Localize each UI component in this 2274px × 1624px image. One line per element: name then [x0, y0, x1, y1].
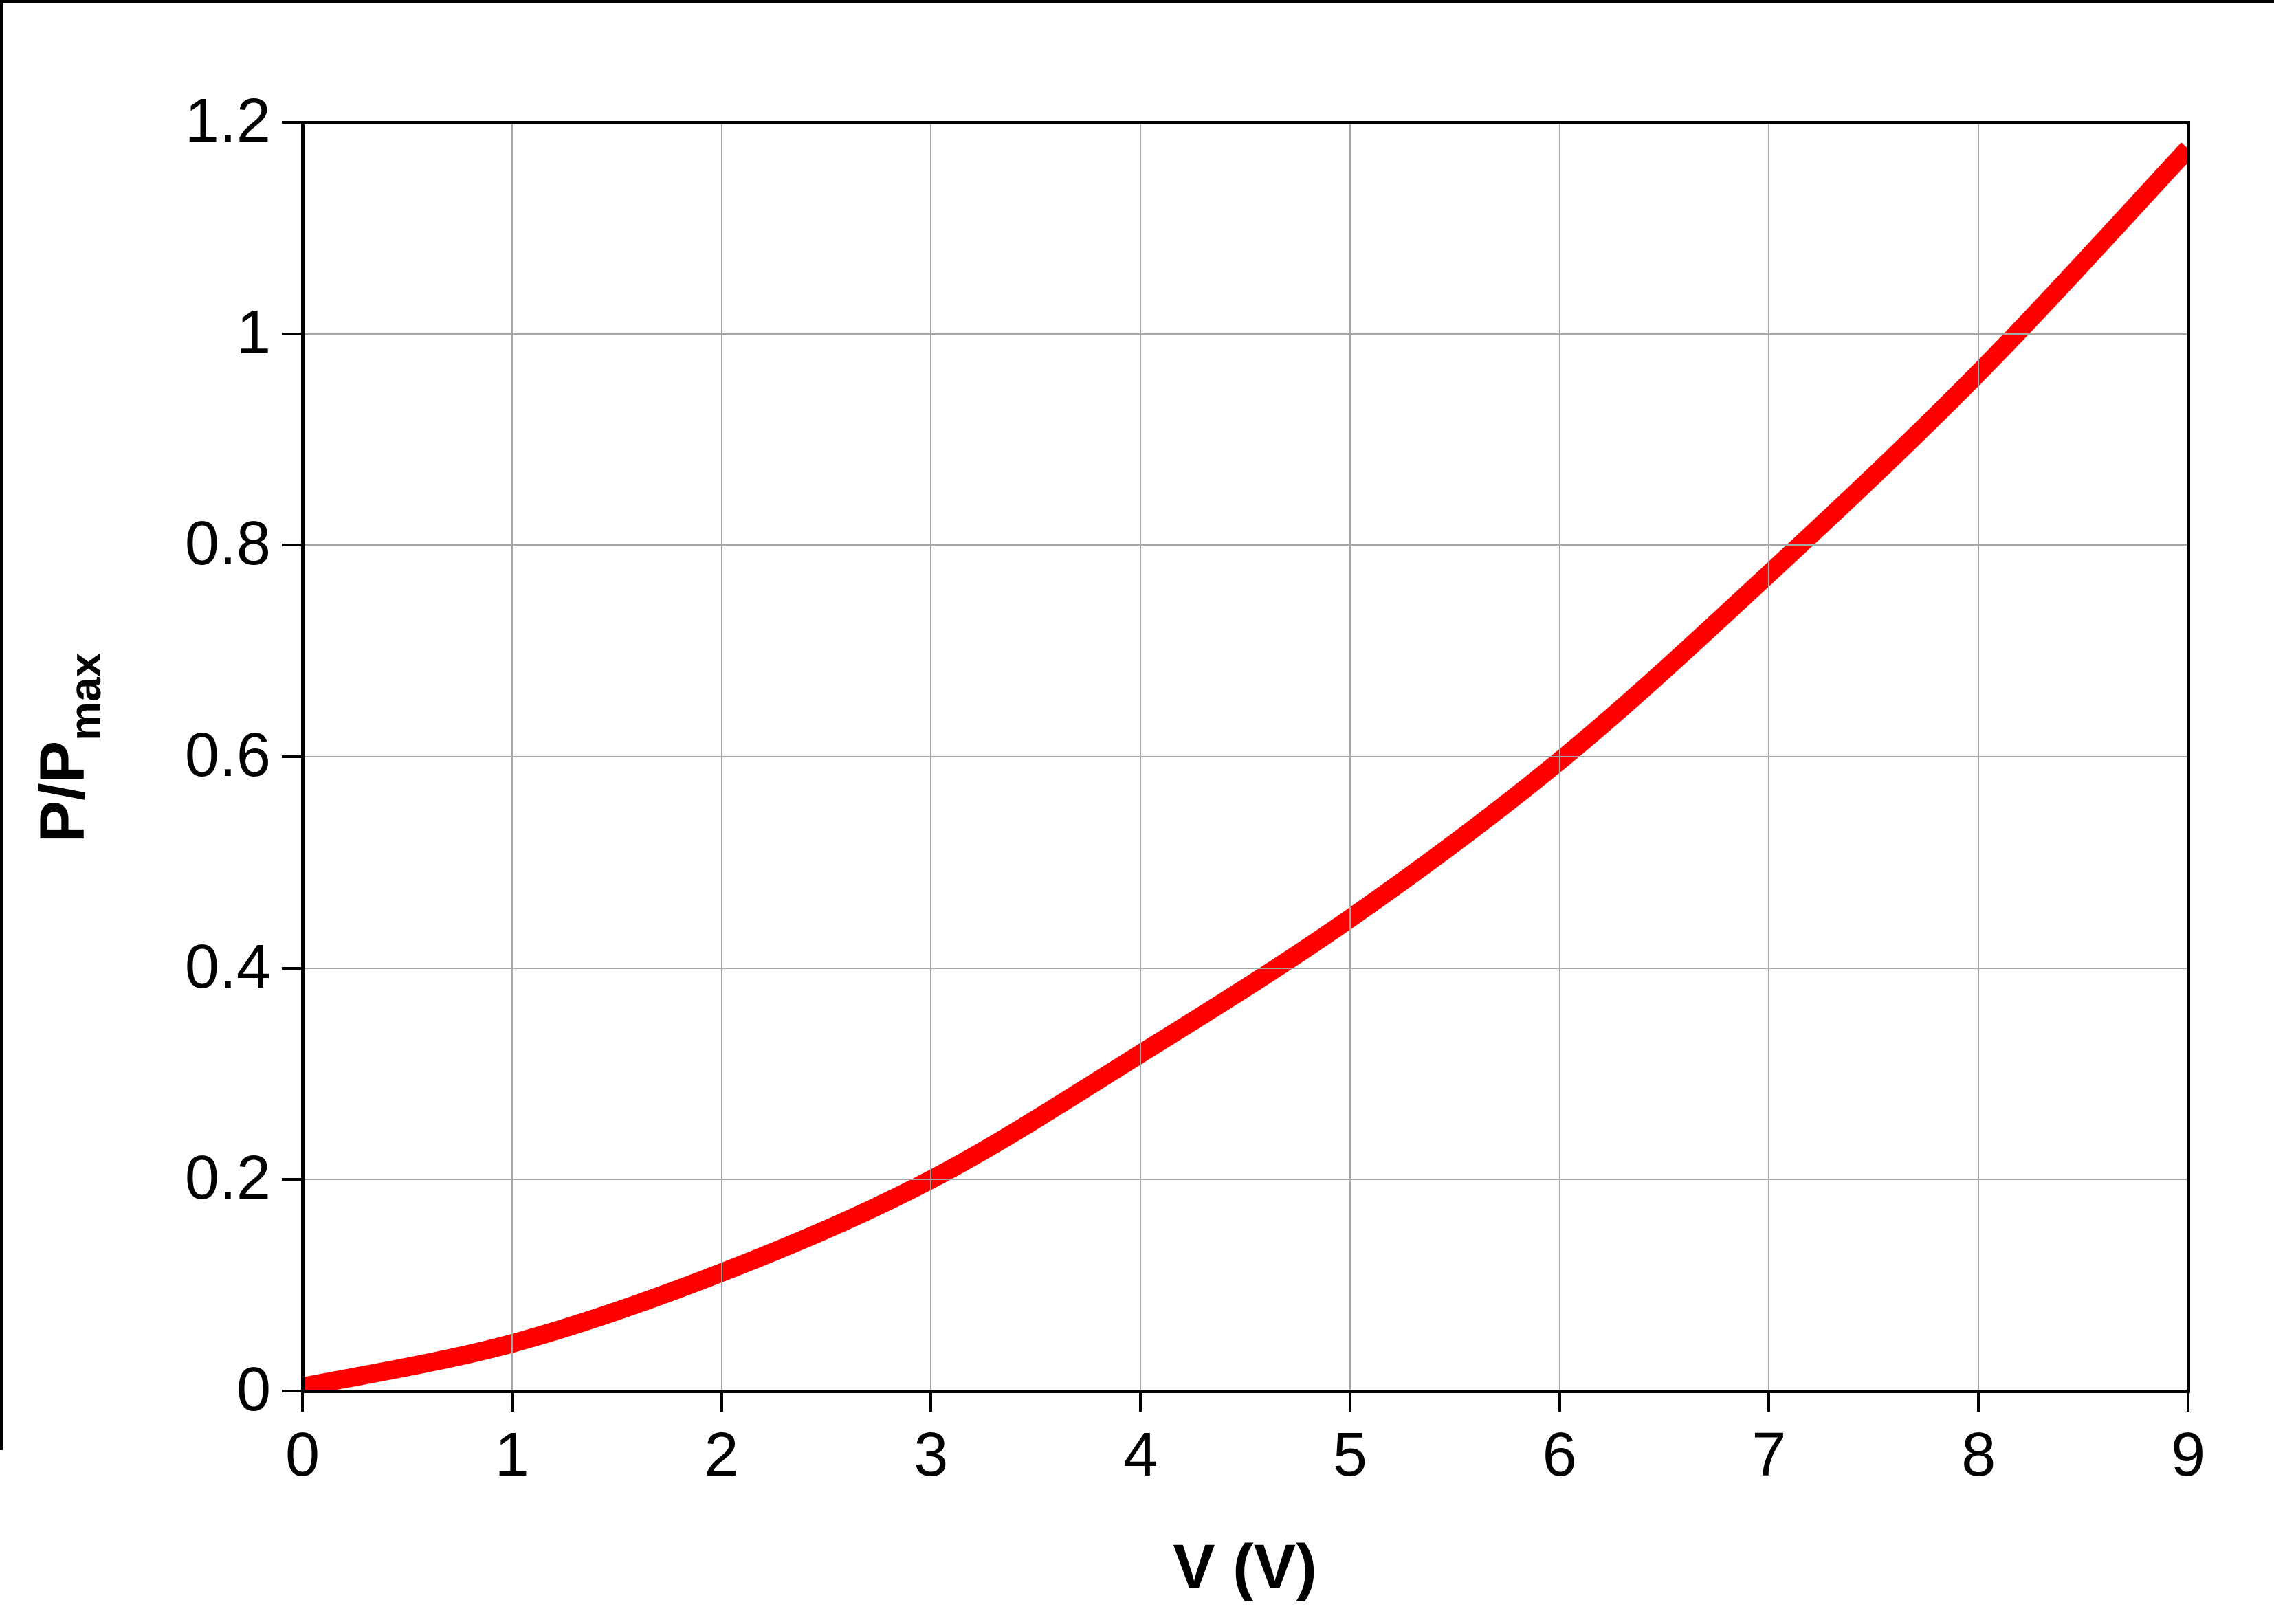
x-tick-label: 7: [1752, 1421, 1787, 1489]
x-axis-tick: [929, 1392, 933, 1412]
x-axis-tick: [2187, 1392, 2189, 1412]
x-axis-tick: [1348, 1392, 1351, 1412]
plot-border: [300, 120, 2190, 1393]
plot-area: [302, 122, 2188, 1391]
x-axis-tick: [1139, 1392, 1142, 1412]
horizontal-gridline: [302, 967, 2188, 969]
x-tick-label: 0: [285, 1421, 320, 1489]
y-axis-tick: [282, 966, 301, 970]
x-axis-tick: [1767, 1392, 1771, 1412]
y-axis-tick: [282, 755, 301, 758]
y-axis-tick: [282, 121, 301, 124]
image-border-left: [0, 0, 3, 1450]
x-tick-label: 6: [1542, 1421, 1577, 1489]
y-axis-tick: [282, 332, 301, 335]
x-tick-label: 4: [1123, 1421, 1158, 1489]
x-axis-tick: [1558, 1392, 1561, 1412]
y-tick-label: 1.2: [184, 87, 271, 155]
x-tick-label: 8: [1961, 1421, 1996, 1489]
y-tick-label: 0: [236, 1355, 271, 1424]
x-tick-label: 5: [1332, 1421, 1367, 1489]
y-tick-label: 0.4: [184, 932, 271, 1001]
y-tick-label: 1: [236, 298, 271, 367]
y-axis-tick: [282, 1178, 301, 1181]
x-axis-tick: [1977, 1392, 1980, 1412]
x-tick-label: 3: [914, 1421, 949, 1489]
x-axis-tick: [301, 1392, 304, 1412]
x-tick-label: 2: [704, 1421, 739, 1489]
image-border-top: [0, 0, 2274, 3]
x-tick-label: 9: [2170, 1421, 2206, 1489]
x-axis-tick: [720, 1392, 723, 1412]
power-voltage-curve: [302, 142, 2188, 1391]
x-axis-title: V (V): [1173, 1532, 1317, 1602]
x-tick-label: 1: [494, 1421, 529, 1489]
y-tick-label: 0.8: [184, 509, 271, 579]
horizontal-gridline: [302, 544, 2188, 546]
curve-layer: [302, 142, 2188, 1391]
horizontal-gridline: [302, 756, 2188, 757]
y-axis-tick: [282, 544, 301, 547]
x-axis-tick: [510, 1392, 514, 1412]
y-tick-label: 0.2: [184, 1144, 271, 1213]
y-tick-label: 0.6: [184, 721, 271, 790]
horizontal-gridline: [302, 1179, 2188, 1181]
y-axis-tick: [282, 1390, 301, 1392]
horizontal-gridline: [302, 333, 2188, 335]
